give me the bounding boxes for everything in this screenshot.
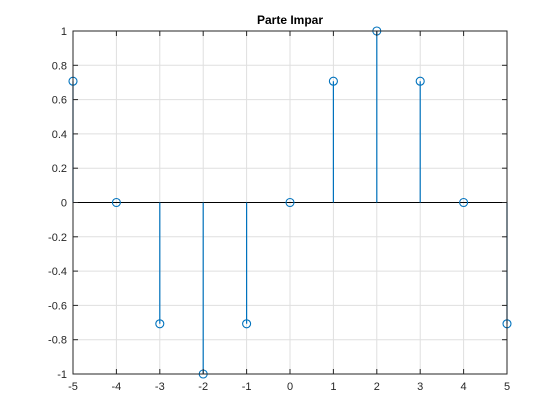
x-axis-ticks: -5 -4 -3 -2 -1 0 1 2 3 4 5 <box>68 31 510 393</box>
x-tick-label: -2 <box>198 381 208 393</box>
y-tick-label: 1 <box>61 26 67 38</box>
y-tick-label: -0.2 <box>48 232 67 244</box>
x-tick-label: 5 <box>504 381 510 393</box>
y-tick-label: 0.2 <box>52 163 67 175</box>
y-tick-label: 0.8 <box>52 60 67 72</box>
stem-marker <box>459 197 469 208</box>
stem-marker <box>242 319 252 329</box>
y-tick-label: 0.6 <box>52 95 67 107</box>
stem-marker <box>111 197 121 208</box>
stem-marker <box>155 319 165 329</box>
y-tick-label: 0 <box>61 198 67 210</box>
chart-title: Parte Impar <box>257 13 323 27</box>
x-tick-label: 4 <box>461 381 467 393</box>
stem-marker <box>328 76 338 86</box>
x-tick-label: 1 <box>330 381 336 393</box>
y-tick-label: -0.6 <box>48 300 67 312</box>
x-tick-label: -5 <box>68 381 78 393</box>
x-tick-label: -3 <box>155 381 165 393</box>
x-tick-label: 3 <box>417 381 423 393</box>
y-tick-label: -0.4 <box>48 266 67 278</box>
y-axis-ticks: -1 -0.8 -0.6 -0.4 -0.2 0 0.2 0.4 0.6 0.8 1 <box>48 26 507 381</box>
stem-marker <box>285 197 295 208</box>
x-tick-label: -1 <box>242 381 252 393</box>
x-tick-label: 0 <box>287 381 293 393</box>
y-tick-label: -0.8 <box>48 335 67 347</box>
y-tick-label: 0.4 <box>52 129 67 141</box>
x-tick-label: -4 <box>112 381 122 393</box>
y-tick-label: -1 <box>57 369 67 381</box>
stem-marker <box>415 76 425 86</box>
x-tick-label: 2 <box>374 381 380 393</box>
